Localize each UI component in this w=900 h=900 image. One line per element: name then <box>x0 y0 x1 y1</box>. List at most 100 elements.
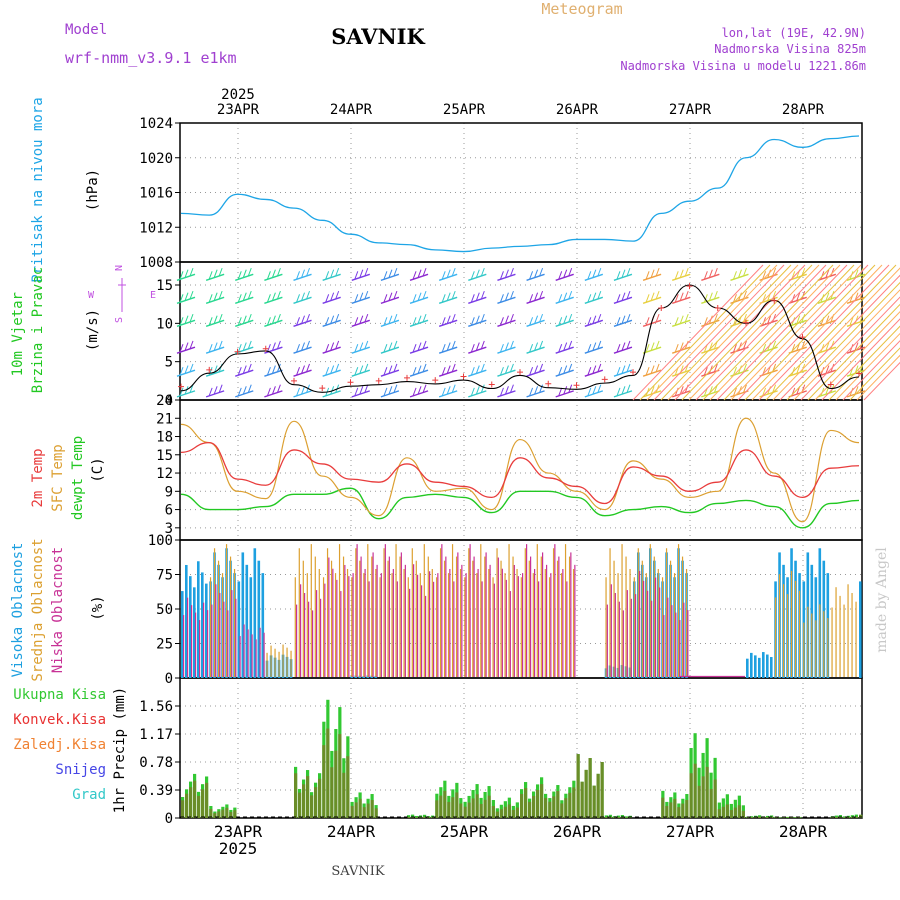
convective-precip-bar <box>576 754 580 818</box>
wind-barb-flag <box>743 363 747 373</box>
wind-barb-flag <box>247 267 252 277</box>
dewpt-series-line <box>180 487 860 529</box>
hatch-line <box>716 264 848 401</box>
wind-barb-flag <box>592 386 597 395</box>
wind-barb-flag <box>208 294 213 303</box>
wind-barb-flag <box>388 365 393 374</box>
wind-barb-flag <box>364 290 369 300</box>
wind-barb-flag <box>587 366 592 376</box>
wind-barb-flag <box>247 340 252 350</box>
gust-marker <box>545 380 552 387</box>
wind-barb-flag <box>854 315 859 324</box>
wind-barb-flag <box>359 315 364 324</box>
hatch-line <box>751 264 883 401</box>
wind-barb-flag <box>189 313 194 323</box>
wind-barb-flag <box>393 267 398 277</box>
wind-barb-flag <box>306 267 310 277</box>
wind-barb-flag <box>417 342 422 351</box>
convective-precip-bar <box>423 816 427 818</box>
hatch-line <box>646 264 778 401</box>
convective-precip-bar <box>366 803 370 818</box>
wind-barb-flag <box>364 313 369 323</box>
convective-precip-bar <box>616 817 620 818</box>
convective-precip-bar <box>342 772 346 818</box>
wind-barb-flag <box>179 317 184 326</box>
wind-barb-flag <box>587 271 592 280</box>
wind-barb-flag <box>330 269 335 278</box>
convective-precip-bar <box>374 808 378 818</box>
gust-marker <box>262 345 269 352</box>
wind-barb-flag <box>412 294 417 303</box>
wind-barb-flag <box>451 290 456 300</box>
high-cloud-bar <box>193 587 196 678</box>
wind-barb-flag <box>534 365 539 374</box>
wind-barb-flag <box>499 294 504 303</box>
wind-barb-flag <box>621 269 626 278</box>
hatch-line <box>821 318 900 401</box>
ytick-label: 1.17 <box>139 727 173 743</box>
high-cloud-bar <box>746 658 749 678</box>
convective-precip-bar <box>185 793 189 818</box>
wind-barb-flag <box>674 271 679 280</box>
ytick-label: 24 <box>156 393 173 409</box>
wind-barb-flag <box>417 269 422 278</box>
wind-barb-flag <box>626 267 631 277</box>
wind-barb-flag <box>772 384 777 393</box>
top-date-tick: 24APR <box>330 102 373 118</box>
wind-barb-flag <box>276 340 281 350</box>
ytick-label: 0.39 <box>139 783 173 799</box>
wind-barb-flag <box>534 269 539 278</box>
wind-barb-flag <box>703 271 708 280</box>
dewpt-label: dewpt Temp <box>70 436 86 520</box>
ytick-label: 1016 <box>139 186 173 202</box>
wind-barb-flag <box>271 269 276 278</box>
wind-barb-flag <box>330 315 335 324</box>
wind-barb-flag <box>441 317 446 326</box>
wind-barb-flag <box>679 269 684 278</box>
wind-barb-flag <box>587 317 592 326</box>
wind-barb-flag <box>475 365 480 374</box>
convective-precip-bar <box>471 798 475 818</box>
wind-barb-flag <box>242 315 247 324</box>
wind-barb-flag <box>539 340 544 350</box>
ytick-label: 100 <box>148 533 173 549</box>
wind-barb-flag <box>276 363 281 373</box>
convective-precip-bar <box>612 817 616 818</box>
location-label: lon,lat (19E, 42.9N) <box>722 26 867 40</box>
bottom-date-tick: 25APR <box>440 822 489 841</box>
wind-barb-flag <box>218 267 223 277</box>
wind-barb-flag <box>539 384 544 393</box>
wind-barb-flag <box>276 384 281 393</box>
wind-barb-flag <box>796 315 801 324</box>
bottom-date-tick: 23APR <box>214 822 263 841</box>
wind-barb-flag <box>179 271 184 280</box>
convective-precip-bar <box>673 798 677 818</box>
convective-precip-bar <box>568 792 572 818</box>
convective-precip-bar <box>213 813 217 818</box>
high-cloud-bar <box>758 657 761 678</box>
wind-barb-flag <box>470 294 475 303</box>
wind-barb-flag <box>364 340 369 350</box>
wind-barb-flag <box>296 387 300 397</box>
t2m-label: 2m Temp <box>30 448 46 507</box>
top-date-tick: 26APR <box>556 102 599 118</box>
wind-barb-flag <box>568 290 573 300</box>
gust-marker <box>234 348 241 355</box>
hatch-line <box>793 289 900 401</box>
wind-barb-flag <box>568 340 573 350</box>
hatch-line <box>667 264 799 401</box>
ytick-label: 9 <box>165 484 173 500</box>
wind-barb-flag <box>825 365 830 374</box>
wind-barb-flag <box>534 342 539 351</box>
wind-barb-flag <box>330 292 335 301</box>
panel-2: 24 21 18 15 12 9 6 3 <box>156 393 863 541</box>
convective-precip-bar <box>725 804 729 818</box>
wind-barb-flag <box>655 267 660 277</box>
wind-barb-flag <box>733 366 737 376</box>
convective-precip-bar <box>604 816 608 818</box>
wind-barb-flag <box>529 317 534 326</box>
wind-barb-flag <box>713 363 718 373</box>
wind-barb-flag <box>354 366 359 376</box>
wind-barb-flag <box>237 317 242 326</box>
wind-barb-flag <box>684 290 689 300</box>
